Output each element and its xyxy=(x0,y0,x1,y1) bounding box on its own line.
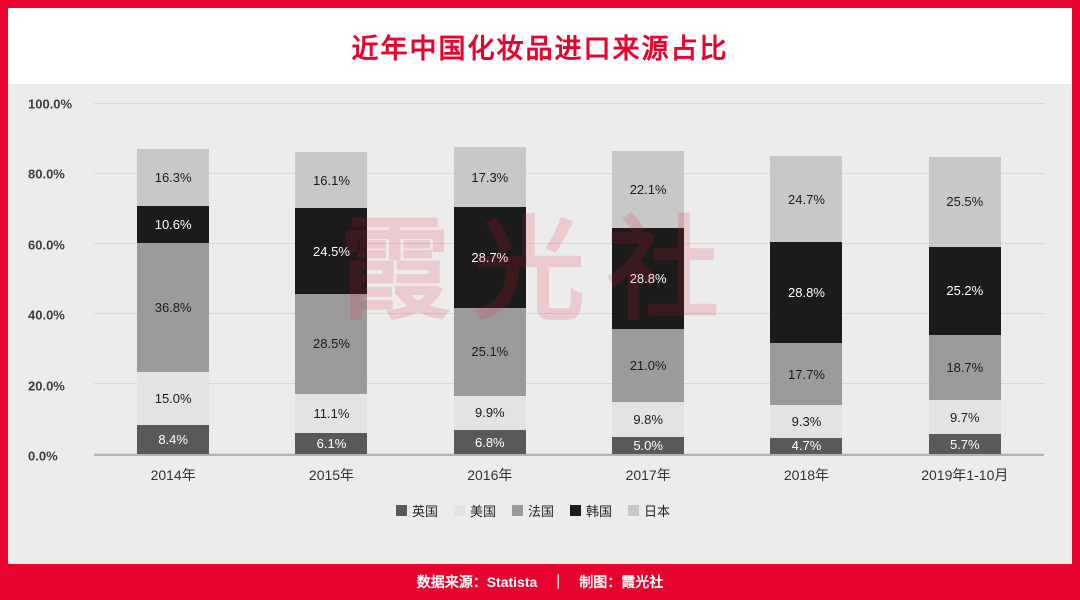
legend-item-英国: 英国 xyxy=(395,501,438,520)
x-axis-label: 2016年 xyxy=(467,467,513,483)
segment-美国: 15.0% xyxy=(137,372,210,425)
legend: 英国 美国 法国 韩国 日本 xyxy=(22,501,1044,520)
gridline xyxy=(94,313,1044,314)
legend-item-韩国: 韩国 xyxy=(570,501,612,520)
segment-法国: 21.0% xyxy=(612,328,685,403)
legend-swatch-icon xyxy=(511,505,523,516)
segment-韩国: 10.6% xyxy=(137,206,210,244)
segment-美国: 9.8% xyxy=(612,402,685,437)
legend-label: 日本 xyxy=(644,504,671,519)
plot-wrap: 0.0% 20.0% 40.0% 60.0% 80.0% 100.0% 8.4% 15.0%… xyxy=(22,97,1044,464)
segment-英国: 5.7% xyxy=(928,434,1001,454)
segment-日本: 17.3% xyxy=(453,146,526,208)
x-axis-label: 2014年 xyxy=(150,467,196,483)
x-axis-label: 2017年 xyxy=(625,467,671,483)
chart-panel: 霞光社 0.0% 20.0% 40.0% 60.0% 80.0% 100.0% 8.4% 1… xyxy=(8,84,1072,564)
legend-swatch-icon xyxy=(453,505,465,516)
gridline xyxy=(94,383,1044,384)
y-tick-label: 100.0% xyxy=(28,96,73,112)
legend-item-日本: 日本 xyxy=(628,501,670,520)
y-tick-label: 40.0% xyxy=(28,307,65,323)
segment-法国: 25.1% xyxy=(453,307,526,396)
y-tick-label: 20.0% xyxy=(28,378,65,394)
legend-label: 韩国 xyxy=(586,504,613,519)
x-axis-label: 2019年1-10月 xyxy=(921,467,1009,483)
segment-日本: 16.1% xyxy=(295,151,368,209)
legend-label: 法国 xyxy=(527,504,554,519)
legend-label: 英国 xyxy=(411,504,438,519)
gridline xyxy=(94,103,1044,104)
segment-英国: 4.7% xyxy=(770,437,843,454)
segment-美国: 9.9% xyxy=(453,395,526,431)
bar-2017年: 5.0% 9.8% 21.0% 28.8% 22.1% xyxy=(569,104,727,454)
x-axis-label: 2018年 xyxy=(783,467,830,483)
y-axis: 0.0% 20.0% 40.0% 60.0% 80.0% 100.0% xyxy=(22,97,94,464)
x-axis-labels: 2014年 2015年 2016年 2017年 2018年 2019年1-10月 xyxy=(94,465,1044,485)
segment-韩国: 25.2% xyxy=(928,246,1001,335)
bar-2018年: 4.7% 9.3% 17.7% 28.8% 24.7% xyxy=(727,104,885,454)
segment-韩国: 28.8% xyxy=(770,242,843,344)
bar-2014年: 8.4% 15.0% 36.8% 10.6% 16.3% xyxy=(94,104,252,454)
segment-美国: 11.1% xyxy=(295,393,368,433)
segment-英国: 8.4% xyxy=(137,424,210,454)
segment-韩国: 28.7% xyxy=(453,207,526,308)
bars-container: 8.4% 15.0% 36.8% 10.6% 16.3% 6.1% 11.1% 28.5% 24… xyxy=(94,104,1044,454)
segment-英国: 6.8% xyxy=(453,430,526,454)
gridline xyxy=(94,243,1044,244)
segment-英国: 5.0% xyxy=(612,436,685,454)
legend-label: 美国 xyxy=(469,504,496,519)
segment-美国: 9.7% xyxy=(928,400,1001,435)
segment-法国: 28.5% xyxy=(295,294,368,394)
segment-法国: 36.8% xyxy=(137,243,210,373)
credit-label: 制图：霞光社 xyxy=(579,574,664,590)
segment-日本: 22.1% xyxy=(612,150,685,228)
y-tick-label: 80.0% xyxy=(28,166,65,182)
segment-法国: 18.7% xyxy=(928,334,1001,401)
segment-英国: 6.1% xyxy=(295,432,368,454)
bar-2015年: 6.1% 11.1% 28.5% 24.5% 16.1% xyxy=(252,104,410,454)
x-axis-label: 2015年 xyxy=(308,467,355,483)
footer-band: 数据来源：Statista ｜ 制图：霞光社 xyxy=(8,564,1072,600)
legend-item-美国: 美国 xyxy=(453,501,496,520)
segment-韩国: 24.5% xyxy=(295,208,368,295)
y-tick-label: 0.0% xyxy=(28,448,58,464)
title-band: 近年中国化妆品进口来源占比 xyxy=(8,8,1072,84)
plot-area: 8.4% 15.0% 36.8% 10.6% 16.3% 6.1% 11.1% 28.5% 24… xyxy=(94,103,1044,456)
segment-韩国: 28.8% xyxy=(612,227,685,329)
chart-title: 近年中国化妆品进口来源占比 xyxy=(351,33,729,64)
legend-swatch-icon xyxy=(628,505,640,516)
segment-日本: 25.5% xyxy=(928,157,1001,247)
gridline xyxy=(94,453,1044,454)
legend-item-法国: 法国 xyxy=(511,501,554,520)
segment-法国: 17.7% xyxy=(770,343,843,406)
gridline xyxy=(94,173,1044,174)
bar-2016年: 6.8% 9.9% 25.1% 28.7% 17.3% xyxy=(411,104,569,454)
legend-swatch-icon xyxy=(570,505,581,516)
legend-swatch-icon xyxy=(395,505,407,516)
segment-日本: 24.7% xyxy=(770,155,843,243)
footer-separator: ｜ xyxy=(551,574,566,590)
y-tick-label: 60.0% xyxy=(28,237,65,253)
segment-美国: 9.3% xyxy=(770,405,843,438)
segment-日本: 16.3% xyxy=(137,149,210,207)
data-source-label: 数据来源：Statista xyxy=(416,574,538,590)
bar-2019年1-10月: 5.7% 9.7% 18.7% 25.2% 25.5% xyxy=(886,104,1044,454)
